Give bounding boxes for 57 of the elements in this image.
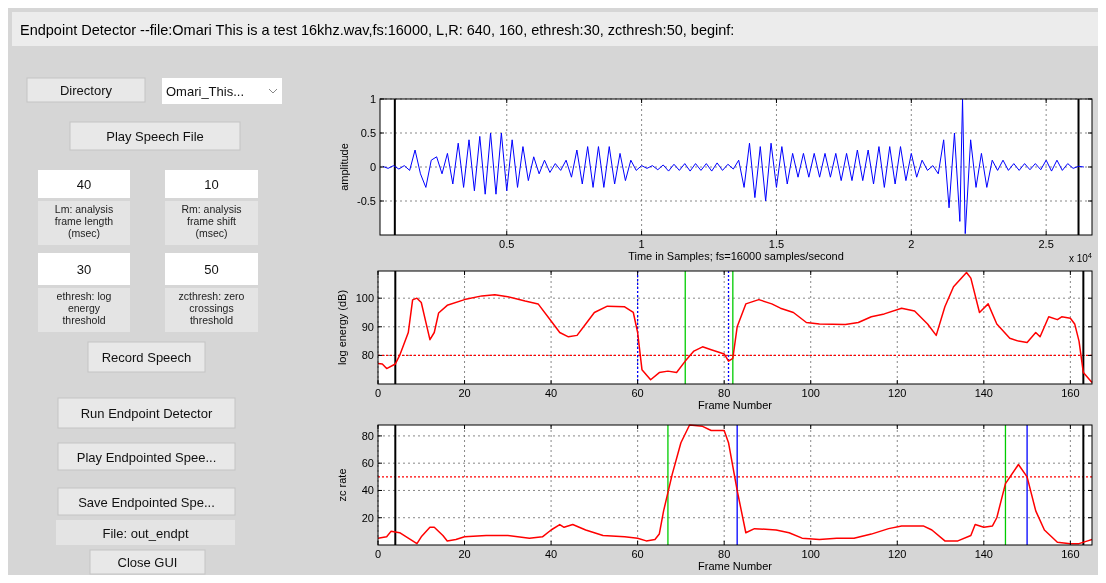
y-axis-title: zc rate xyxy=(336,468,348,502)
x-tick-label: 40 xyxy=(544,387,558,399)
text: Rm: analysis frame shift (msec) xyxy=(181,203,242,239)
text: Lm: analysis frame length (msec) xyxy=(54,203,114,239)
text: Directory xyxy=(59,83,113,98)
y-axis-title: amplitude xyxy=(338,143,350,191)
text: ethresh: log energy threshold xyxy=(56,290,112,326)
x-tick-label: 60 xyxy=(631,387,644,399)
y-tick-label: 40 xyxy=(361,484,374,497)
x-tick-label: 120 xyxy=(888,387,907,399)
text: 30 xyxy=(76,262,92,277)
y-tick-label: 80 xyxy=(361,429,374,442)
text: File: out_endpt xyxy=(102,525,189,541)
x-tick-label: 80 xyxy=(718,387,731,399)
y-tick-label: 20 xyxy=(361,511,374,524)
text: Endpoint Detector --file:Omari This is a test 16khz.wav,fs:16000, L,R: 640, 160, ethresh:30, zcthresh:50, beginf: xyxy=(20,22,735,38)
text: x 10$^{4}$ xyxy=(1068,250,1092,264)
x-tick-label: 20 xyxy=(458,387,471,399)
x-tick-label: 140 xyxy=(974,548,993,560)
x-tick-label: 160 xyxy=(1061,387,1080,399)
text: Omari_This... xyxy=(166,84,245,99)
text: 40 xyxy=(76,177,92,192)
x-tick-label: 2 xyxy=(908,238,915,250)
y-tick-label: 0.5 xyxy=(360,127,376,139)
y-axis-title: log energy (dB) xyxy=(336,289,348,366)
x-tick-label: 120 xyxy=(888,548,907,560)
x-tick-label: 1.5 xyxy=(768,238,785,250)
y-tick-label: 80 xyxy=(361,349,374,362)
y-tick-label: 90 xyxy=(361,320,374,333)
x-tick-label: 100 xyxy=(801,387,820,399)
x-tick-label: 80 xyxy=(718,548,731,560)
x-tick-label: 0.5 xyxy=(499,238,515,250)
text: Record Speech xyxy=(101,350,192,365)
x-tick-label: 100 xyxy=(801,548,820,560)
text: Run Endpoint Detector xyxy=(80,406,213,421)
x-tick-label: 1 xyxy=(638,238,645,250)
y-tick-label: 0 xyxy=(369,161,376,173)
x-tick-label: 160 xyxy=(1061,548,1080,560)
y-tick-label: 1 xyxy=(369,93,376,105)
text: Play Speech File xyxy=(106,129,204,144)
text: Close GUI xyxy=(117,555,178,570)
x-axis-title: Time in Samples; fs=16000 samples/second xyxy=(628,250,844,262)
text: 10 xyxy=(204,177,219,192)
x-tick-label: 40 xyxy=(544,548,558,560)
x-tick-label: 2.5 xyxy=(1038,238,1054,250)
text: Save Endpointed Spe... xyxy=(78,494,215,510)
y-tick-label: -0.5 xyxy=(357,195,376,207)
text: zcthresh: zero crossings threshold xyxy=(178,290,245,326)
text: Play Endpointed Spee... xyxy=(76,449,217,465)
x-axis-title: Frame Number xyxy=(698,560,773,572)
y-tick-label: 60 xyxy=(361,457,374,470)
x-axis-title: Frame Number xyxy=(698,399,773,411)
x-tick-label: 140 xyxy=(974,387,993,399)
x-tick-label: 20 xyxy=(458,548,471,560)
x-tick-label: 60 xyxy=(631,548,644,560)
text: 50 xyxy=(204,262,219,277)
y-tick-label: 100 xyxy=(355,292,374,305)
